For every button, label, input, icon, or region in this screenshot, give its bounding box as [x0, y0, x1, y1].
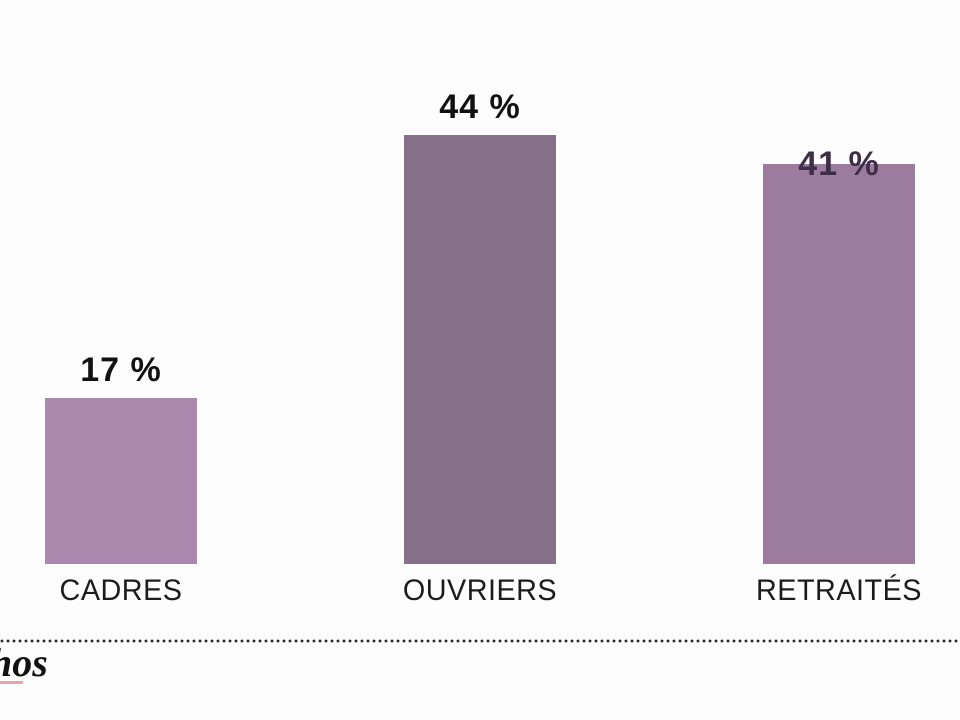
bar-retraites — [763, 164, 915, 564]
category-label-ouvriers: OUVRIERS — [402, 574, 558, 607]
publisher-logo-text: hos — [0, 640, 48, 685]
footer-dotted-divider — [0, 639, 960, 643]
category-label-cadres: CADRES — [59, 574, 183, 607]
bar-cadres — [45, 398, 197, 564]
value-label-ouvriers: 44 % — [439, 88, 521, 126]
bar-chart: 17 % CADRES 44 % OUVRIERS 41 % RETRAITÉS — [45, 88, 922, 607]
value-label-retraites: 41 % — [798, 145, 880, 183]
category-label-retraites: RETRAITÉS — [756, 574, 922, 607]
bar-ouvriers — [404, 135, 556, 564]
value-label-cadres: 17 % — [80, 351, 162, 389]
publisher-logo-underline — [0, 681, 23, 684]
